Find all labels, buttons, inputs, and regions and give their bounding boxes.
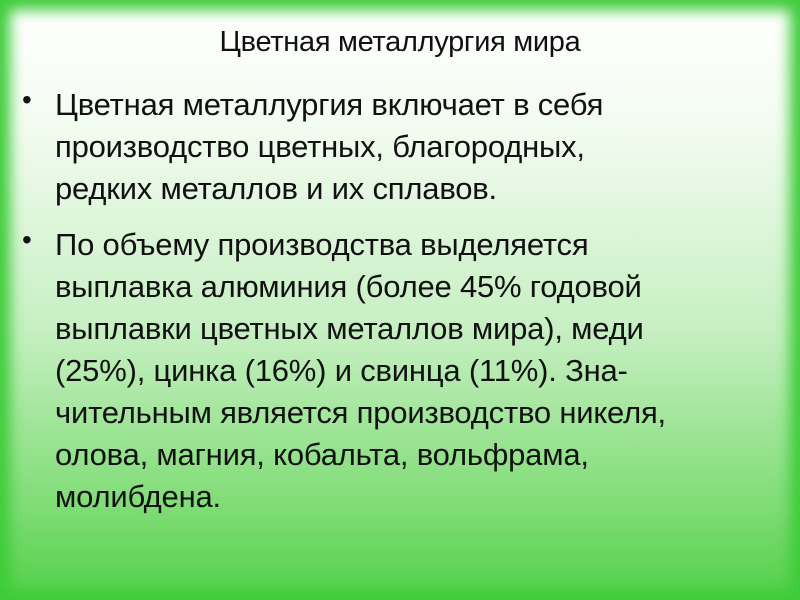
bullet-line: молибдена.: [55, 479, 221, 514]
bullet-line: олова, магния, кобальта, вольфрама,: [55, 437, 589, 472]
bullet-line: редких металлов и их сплавов.: [55, 171, 497, 206]
bullet-line: (25%), цинка (16%) и свинца (11%). Зна-: [55, 353, 628, 388]
slide-title: Цветная металлургия мира: [219, 26, 581, 58]
bullet-line: выплавка алюминия (более 45% годовой: [55, 269, 642, 304]
bullet-line: По объему производства выделяется: [55, 227, 589, 262]
bullet-icon: •: [22, 84, 32, 115]
bullet-line: чительным является производство никеля,: [55, 395, 666, 430]
bullet-line: производство цветных, благородных,: [55, 129, 585, 164]
bullet-line: Цветная металлургия включает в себя: [55, 87, 604, 122]
bullet-icon: •: [22, 224, 32, 255]
bullet-line: выплавки цветных металлов мира), меди: [55, 311, 644, 346]
